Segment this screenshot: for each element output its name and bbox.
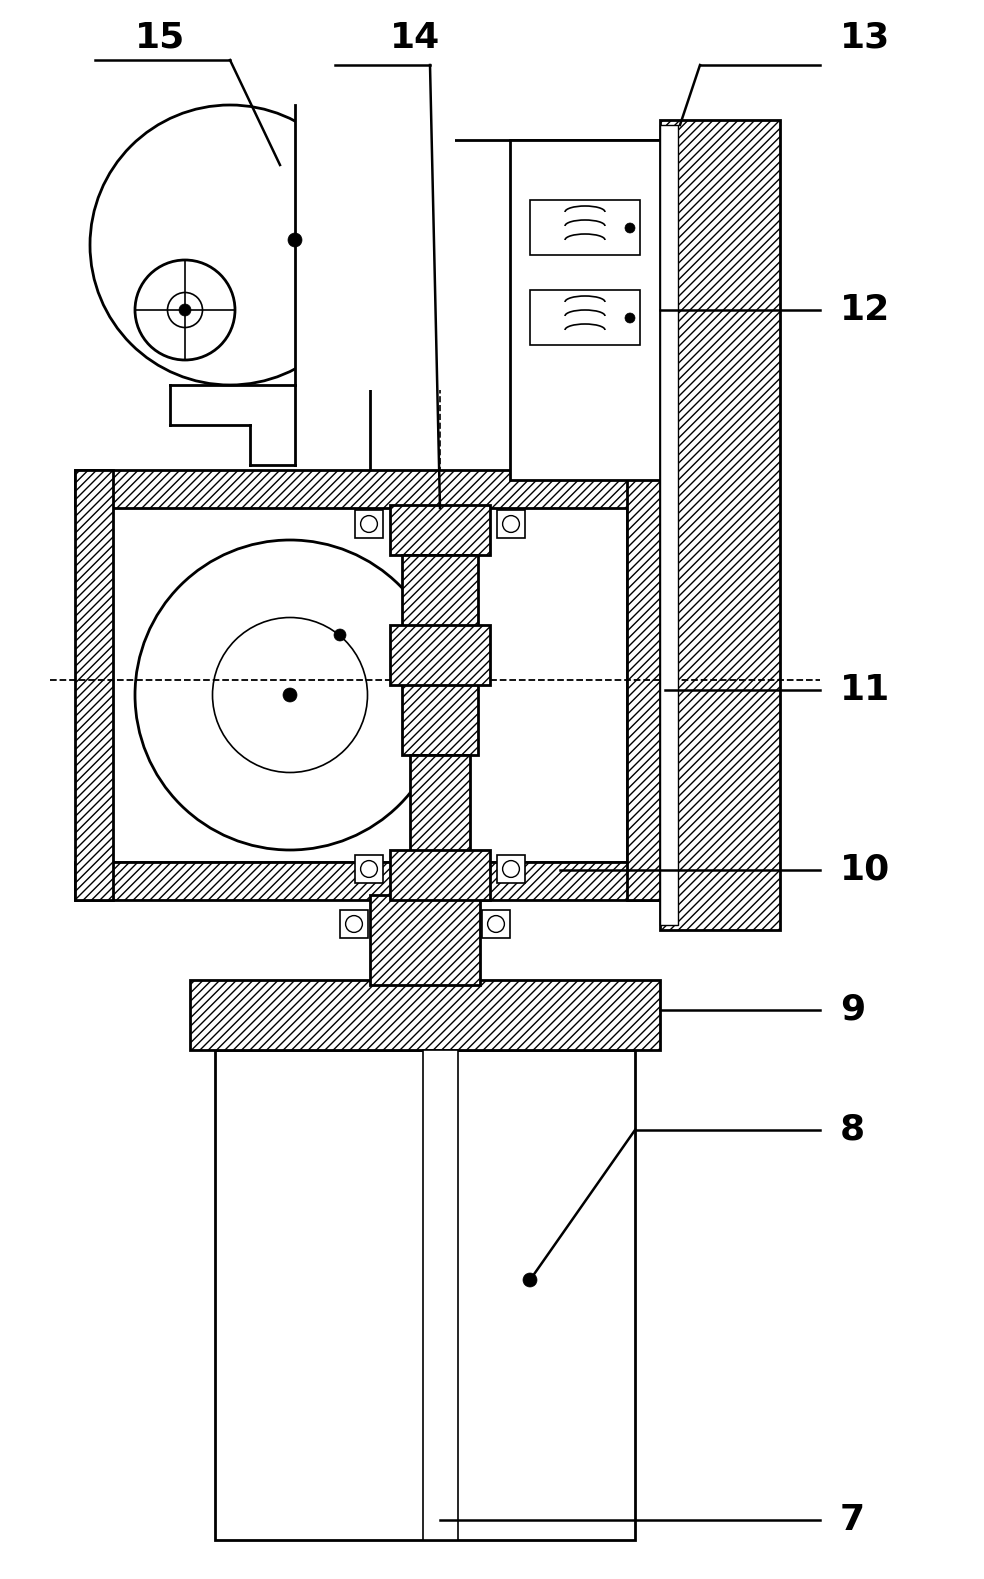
Bar — [497, 854, 525, 883]
Text: 13: 13 — [840, 21, 891, 55]
Bar — [355, 854, 383, 883]
Bar — [190, 981, 660, 1050]
Circle shape — [345, 916, 362, 933]
Circle shape — [488, 916, 505, 933]
Circle shape — [625, 223, 635, 234]
Circle shape — [283, 688, 297, 703]
Bar — [402, 554, 478, 755]
Bar — [530, 291, 640, 344]
Bar — [660, 125, 678, 925]
Bar — [530, 201, 640, 254]
Circle shape — [90, 104, 370, 385]
Circle shape — [523, 1273, 537, 1287]
Text: 9: 9 — [840, 993, 865, 1026]
Circle shape — [360, 516, 378, 532]
Bar — [423, 1050, 458, 1540]
Bar — [410, 755, 470, 895]
Bar — [510, 141, 660, 480]
Text: 15: 15 — [135, 21, 185, 55]
Circle shape — [503, 516, 520, 532]
Circle shape — [179, 305, 191, 316]
Bar — [497, 510, 525, 538]
Bar — [340, 910, 368, 938]
Bar — [390, 625, 490, 685]
Text: 12: 12 — [840, 294, 891, 327]
Bar — [370, 895, 480, 985]
Bar — [355, 510, 383, 538]
Circle shape — [213, 617, 367, 772]
Bar — [390, 850, 490, 900]
Bar — [295, 99, 455, 390]
Text: 7: 7 — [840, 1503, 865, 1536]
Circle shape — [167, 292, 203, 327]
Text: 14: 14 — [390, 21, 440, 55]
Bar — [113, 508, 627, 862]
Circle shape — [625, 313, 635, 324]
Bar — [627, 471, 665, 900]
Text: 8: 8 — [840, 1113, 865, 1146]
Bar — [390, 505, 490, 554]
Bar — [370, 141, 660, 475]
Circle shape — [288, 234, 302, 246]
Circle shape — [360, 861, 378, 878]
Circle shape — [135, 261, 235, 360]
Text: 11: 11 — [840, 673, 891, 707]
Text: 10: 10 — [840, 853, 891, 887]
Bar — [215, 1050, 635, 1540]
Bar — [75, 471, 665, 508]
Bar — [482, 910, 510, 938]
Bar — [660, 120, 780, 930]
Bar — [75, 862, 665, 900]
Circle shape — [135, 540, 445, 850]
Circle shape — [334, 628, 346, 641]
Circle shape — [503, 861, 520, 878]
Bar — [75, 471, 113, 900]
